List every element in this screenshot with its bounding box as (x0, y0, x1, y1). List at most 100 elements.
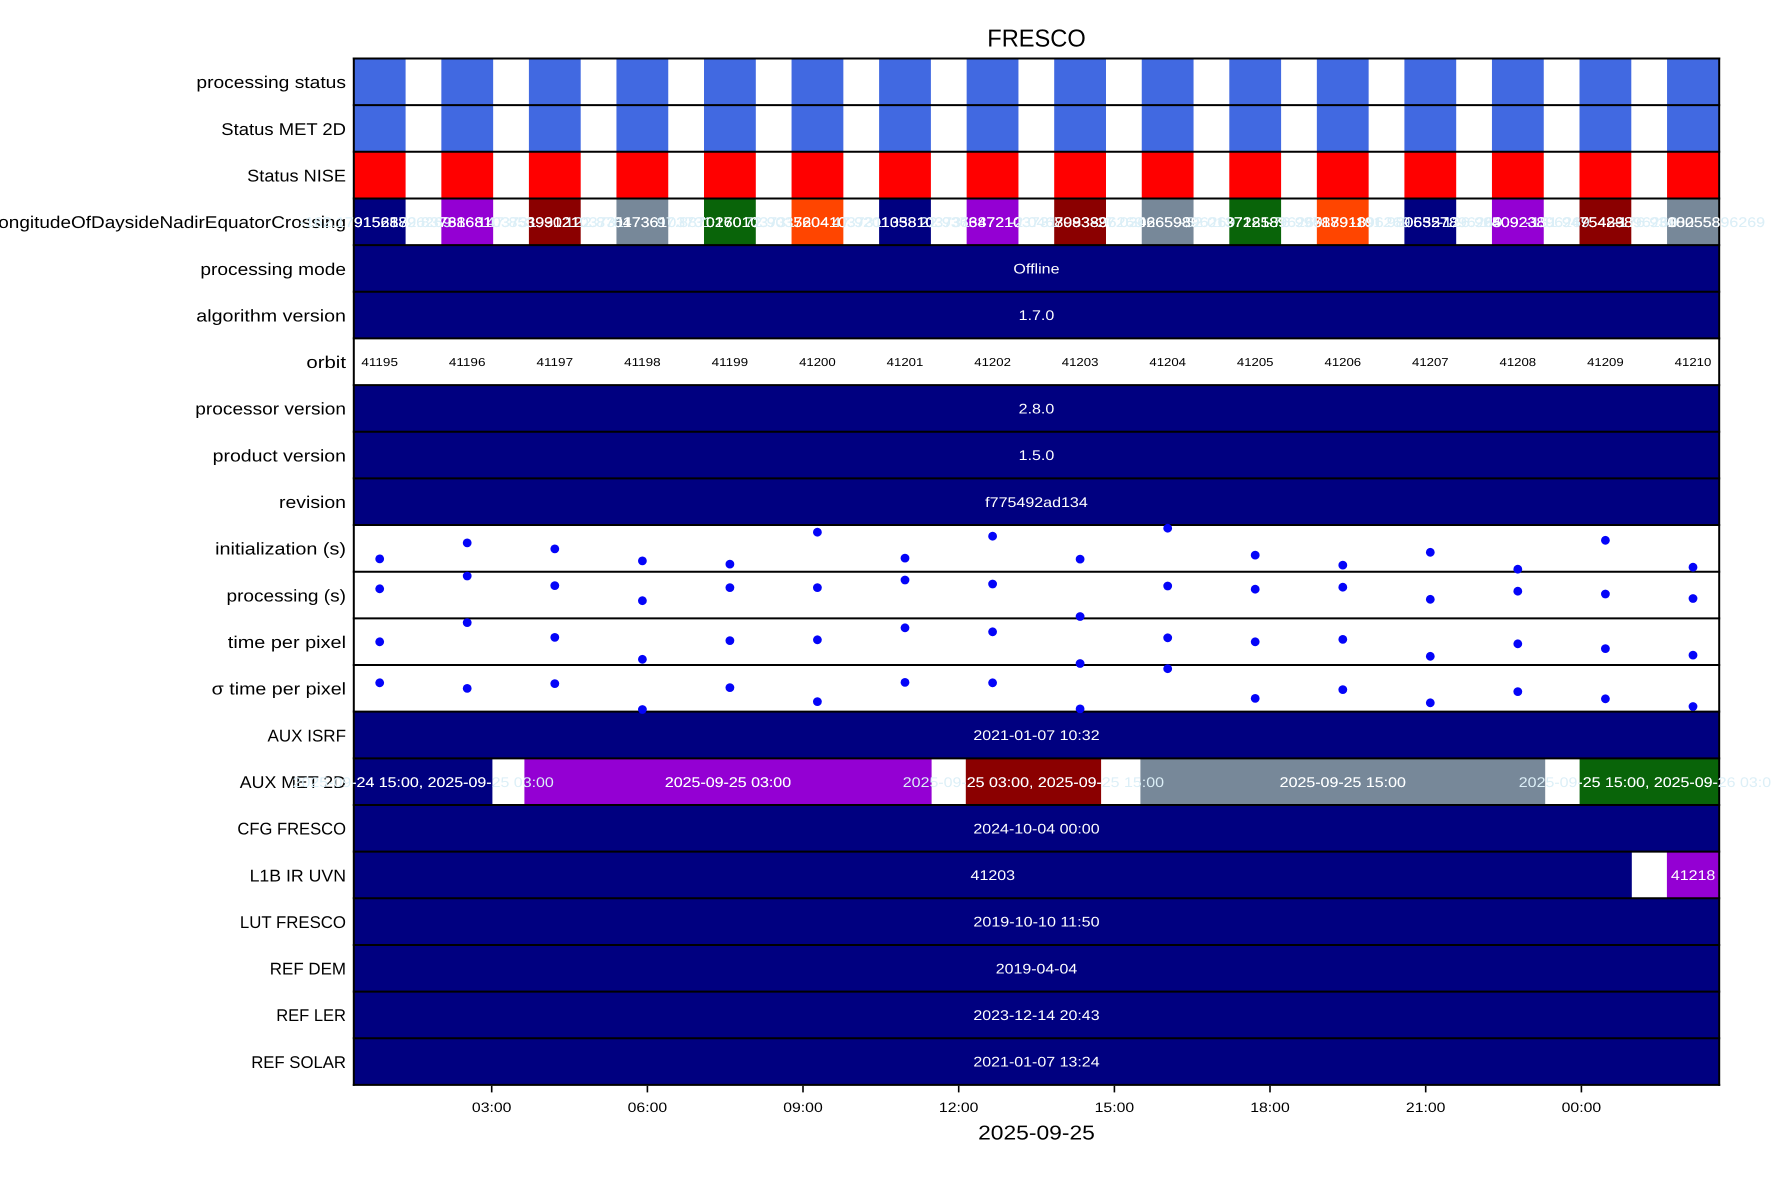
svg-text:-151.9475423896268: -151.9475423896268 (1525, 214, 1677, 230)
svg-text:σ time per pixel: σ time per pixel (212, 680, 346, 699)
svg-text:2025-09-25 15:00, 2025-09-26 0: 2025-09-25 15:00, 2025-09-26 03:00 (1519, 774, 1771, 790)
svg-text:-27.0302659896269: -27.0302659896269 (1092, 214, 1235, 230)
svg-text:2025-09-25 15:00: 2025-09-25 15:00 (1280, 774, 1406, 790)
svg-text:-126.9250923896269: -126.9250923896269 (1438, 214, 1590, 230)
svg-text:revision: revision (279, 493, 346, 512)
svg-text:-27.0246659896269: -27.0246659896269 (1092, 214, 1235, 230)
svg-text:122.8704736103731: 122.8704736103731 (565, 214, 712, 230)
svg-text:47.9201038103731: 47.9201038103731 (832, 214, 970, 230)
svg-text:72.9035604103731: 72.9035604103731 (744, 214, 882, 230)
svg-text:algorithm version: algorithm version (196, 306, 346, 325)
svg-text:97.8870260103731: 97.8870260103731 (657, 214, 795, 230)
svg-text:41202: 41202 (974, 357, 1011, 369)
svg-text:172.8376168103731: 172.8376168103731 (390, 214, 537, 230)
svg-text:2024-10-04 00:00: 2024-10-04 00:00 (973, 820, 1099, 836)
svg-text:2019-10-10 11:50: 2019-10-10 11:50 (973, 914, 1099, 930)
svg-text:-52.0137181896269: -52.0137181896269 (1180, 214, 1323, 230)
svg-text:21:00: 21:00 (1406, 1100, 1446, 1115)
svg-text:REF DEM: REF DEM (270, 960, 346, 979)
svg-text:-176.9310055896269: -176.9310055896269 (1613, 214, 1765, 230)
svg-text:41210: 41210 (1675, 357, 1712, 369)
svg-text:47.9201358103731: 47.9201358103731 (832, 214, 970, 230)
svg-text:2025-09-24 15:00, 2025-09-25 0: 2025-09-24 15:00, 2025-09-25 03:00 (293, 774, 554, 790)
svg-text:processor version: processor version (195, 400, 346, 419)
svg-text:orbit: orbit (306, 353, 346, 372)
svg-text:41198: 41198 (624, 357, 661, 369)
svg-text:18:00: 18:00 (1250, 1100, 1290, 1115)
svg-text:-162.1791565896269: -162.1791565896269 (300, 214, 452, 230)
svg-text:2019-04-04: 2019-04-04 (996, 960, 1078, 976)
svg-text:147.8539302103731: 147.8539302103731 (477, 214, 624, 230)
svg-text:1.7.0: 1.7.0 (1019, 307, 1055, 323)
svg-text:2025-09-25: 2025-09-25 (978, 1122, 1095, 1144)
svg-text:-101.9805527896269: -101.9805527896269 (1350, 214, 1502, 230)
svg-text:97.8870170103731: 97.8870170103731 (657, 214, 795, 230)
svg-text:-2.0468093896269: -2.0468093896269 (1009, 214, 1143, 230)
svg-text:2025-09-25 03:00: 2025-09-25 03:00 (665, 774, 791, 790)
svg-text:-76.9968891896269: -76.9968891896269 (1267, 214, 1410, 230)
svg-text:2021-01-07 13:24: 2021-01-07 13:24 (973, 1054, 1099, 1070)
svg-text:-52.0137181896269: -52.0137181896269 (1180, 214, 1323, 230)
svg-text:41200: 41200 (799, 357, 836, 369)
svg-text:41197: 41197 (537, 357, 574, 369)
svg-text:time per pixel: time per pixel (228, 633, 346, 652)
svg-text:1.5.0: 1.5.0 (1019, 447, 1055, 463)
svg-text:72.9037204103731: 72.9037204103731 (744, 214, 882, 230)
svg-text:122.8704736103731: 122.8704736103731 (565, 214, 712, 230)
svg-text:-126.9250923896269: -126.9250923896269 (1438, 214, 1590, 230)
svg-text:initialization (s): initialization (s) (215, 540, 346, 559)
svg-text:147.8539302103731: 147.8539302103731 (477, 214, 624, 230)
svg-text:09:00: 09:00 (783, 1100, 823, 1115)
svg-text:-176.9308255896269: -176.9308255896269 (1613, 214, 1765, 230)
svg-text:-101.9806357896269: -101.9806357896269 (1350, 214, 1502, 230)
svg-text:41203: 41203 (971, 867, 1016, 883)
svg-text:41209: 41209 (1587, 357, 1624, 369)
svg-text:REF LER: REF LER (276, 1006, 346, 1025)
svg-text:22.9366472103731: 22.9366472103731 (920, 214, 1058, 230)
svg-text:2.8.0: 2.8.0 (1019, 401, 1055, 417)
svg-text:-52.0137225896269: -52.0137225896269 (1180, 214, 1323, 230)
svg-text:-162.1791528896269: -162.1791528896269 (300, 214, 452, 230)
svg-text:product version: product version (213, 446, 346, 465)
svg-text:41206: 41206 (1325, 357, 1362, 369)
svg-text:processing mode: processing mode (200, 260, 346, 279)
svg-text:122.8751736103731: 122.8751736103731 (565, 214, 712, 230)
svg-text:-151.9475489896269: -151.9475489896269 (1525, 214, 1677, 230)
svg-text:-151.9475489896269: -151.9475489896269 (1525, 214, 1677, 230)
svg-text:-101.9806357896269: -101.9806357896269 (1350, 214, 1502, 230)
svg-text:Offline: Offline (1013, 261, 1059, 277)
svg-text:2025-09-25 03:00, 2025-09-25 1: 2025-09-25 03:00, 2025-09-25 15:00 (903, 774, 1164, 790)
svg-text:97.8870260103731: 97.8870260103731 (657, 214, 795, 230)
svg-text:12:00: 12:00 (939, 1100, 979, 1115)
svg-text:72.9035604103731: 72.9035604103731 (744, 214, 882, 230)
svg-text:-76.9971791896269: -76.9971791896269 (1267, 214, 1410, 230)
svg-text:41201: 41201 (887, 357, 924, 369)
svg-text:22.9373872103731: 22.9373872103731 (920, 214, 1058, 230)
svg-text:-162.1791528896269: -162.1791528896269 (300, 214, 452, 230)
svg-text:CFG FRESCO: CFG FRESCO (237, 820, 346, 839)
svg-text:22.9373872103731: 22.9373872103731 (920, 214, 1058, 230)
svg-text:-176.9310055896269: -176.9310055896269 (1613, 214, 1765, 230)
svg-text:41203: 41203 (1062, 357, 1099, 369)
svg-text:REF SOLAR: REF SOLAR (251, 1053, 346, 1072)
svg-text:06:00: 06:00 (628, 1100, 668, 1115)
svg-text:AUX ISRF: AUX ISRF (268, 726, 347, 745)
svg-text:-126.9640923896269: -126.9640923896269 (1438, 214, 1590, 230)
svg-text:72.9037204103731: 72.9037204103731 (744, 214, 882, 230)
svg-text:41199: 41199 (712, 357, 749, 369)
svg-text:2025-09-25 15:00, 2025-09-26 0: 2025-09-25 15:00, 2025-09-26 03:00 (1519, 774, 1771, 790)
svg-text:-126.9640923896269: -126.9640923896269 (1438, 214, 1590, 230)
svg-text:03:00: 03:00 (472, 1100, 512, 1115)
svg-text:-27.0246659896269: -27.0246659896269 (1092, 214, 1235, 230)
svg-text:LUT FRESCO: LUT FRESCO (240, 913, 346, 932)
svg-text:-2.0467983896269: -2.0467983896269 (1009, 214, 1143, 230)
svg-text:172.8373868103731: 172.8373868103731 (390, 214, 537, 230)
svg-text:122.8751736103731: 122.8751736103731 (565, 214, 712, 230)
svg-text:47.9201358103731: 47.9201358103731 (832, 214, 970, 230)
svg-text:2025-09-25 03:00: 2025-09-25 03:00 (665, 774, 791, 790)
svg-text:2023-12-14 20:43: 2023-12-14 20:43 (973, 1007, 1099, 1023)
svg-text:2021-01-07 10:32: 2021-01-07 10:32 (973, 727, 1099, 743)
svg-text:-76.9968891896269: -76.9968891896269 (1267, 214, 1410, 230)
svg-text:-76.9971791896269: -76.9971791896269 (1267, 214, 1410, 230)
svg-text:147.8539912103731: 147.8539912103731 (477, 214, 624, 230)
